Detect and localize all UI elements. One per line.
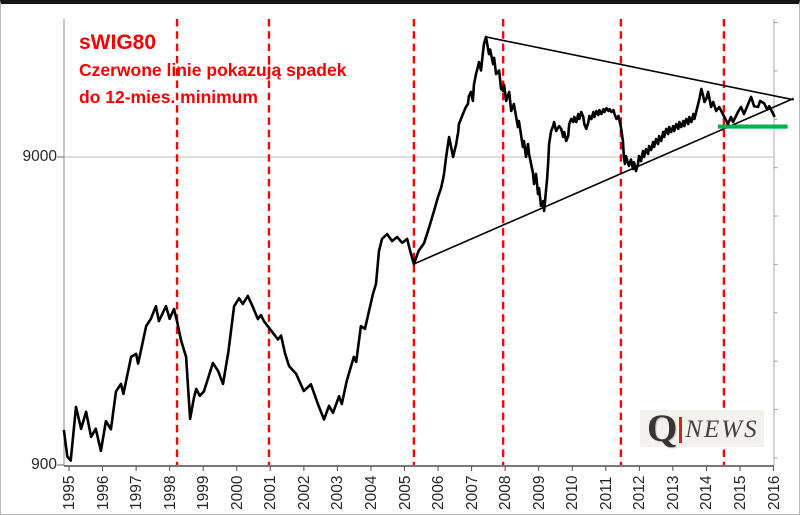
qnews-logo-red-bar-icon	[679, 416, 683, 443]
x-axis-label: 2012	[631, 475, 649, 510]
price-line	[62, 35, 776, 462]
x-axis-label: 2013	[664, 475, 682, 510]
x-axis-label: 2011	[597, 476, 615, 510]
x-axis-label: 2004	[362, 475, 380, 510]
x-axis-label: 2015	[732, 475, 749, 510]
x-axis-label: 1997	[128, 475, 146, 510]
triangle-upper-trendline	[485, 36, 794, 101]
qnews-logo-q-letter: Q	[647, 406, 678, 450]
x-axis-label: 2005	[396, 475, 414, 510]
chart-title-block: sWIG80 Czerwone linie pokazują spadek do…	[79, 30, 346, 110]
x-axis-label: 2006	[430, 475, 448, 510]
x-axis-label: 2010	[564, 475, 582, 510]
triangle-lower-trendline	[413, 97, 794, 265]
chart-title: sWIG80	[79, 31, 157, 54]
qnews-logo-news-text: NEWS	[685, 415, 759, 443]
x-axis-label: 2001	[262, 475, 280, 510]
x-axis-label: 1998	[161, 475, 179, 510]
x-axis-label: 2000	[228, 475, 246, 510]
chart-subtitle-line2: do 12-mies. minimum	[79, 87, 258, 107]
chart-subtitle-line1: Czerwone linie pokazują spadek	[79, 60, 347, 80]
y-axis-label-9000: 9000	[22, 148, 57, 165]
x-axis-label: 2002	[295, 475, 313, 510]
qnews-logo: Q NEWS	[640, 406, 764, 450]
chart-canvas	[57, 19, 794, 471]
x-axis-label: 2003	[329, 475, 347, 510]
x-axis-label: 2008	[497, 475, 515, 510]
x-axis-label: 2009	[530, 475, 548, 510]
y-axis-label-900: 900	[31, 456, 57, 473]
x-axis-label: 2016	[765, 475, 783, 510]
x-axis-label: 1996	[94, 475, 112, 510]
x-axis-label: 1999	[195, 475, 213, 510]
x-axis-label: 1995	[61, 475, 78, 510]
x-axis-label: 2014	[698, 475, 716, 510]
x-axis-label: 2007	[463, 475, 481, 510]
